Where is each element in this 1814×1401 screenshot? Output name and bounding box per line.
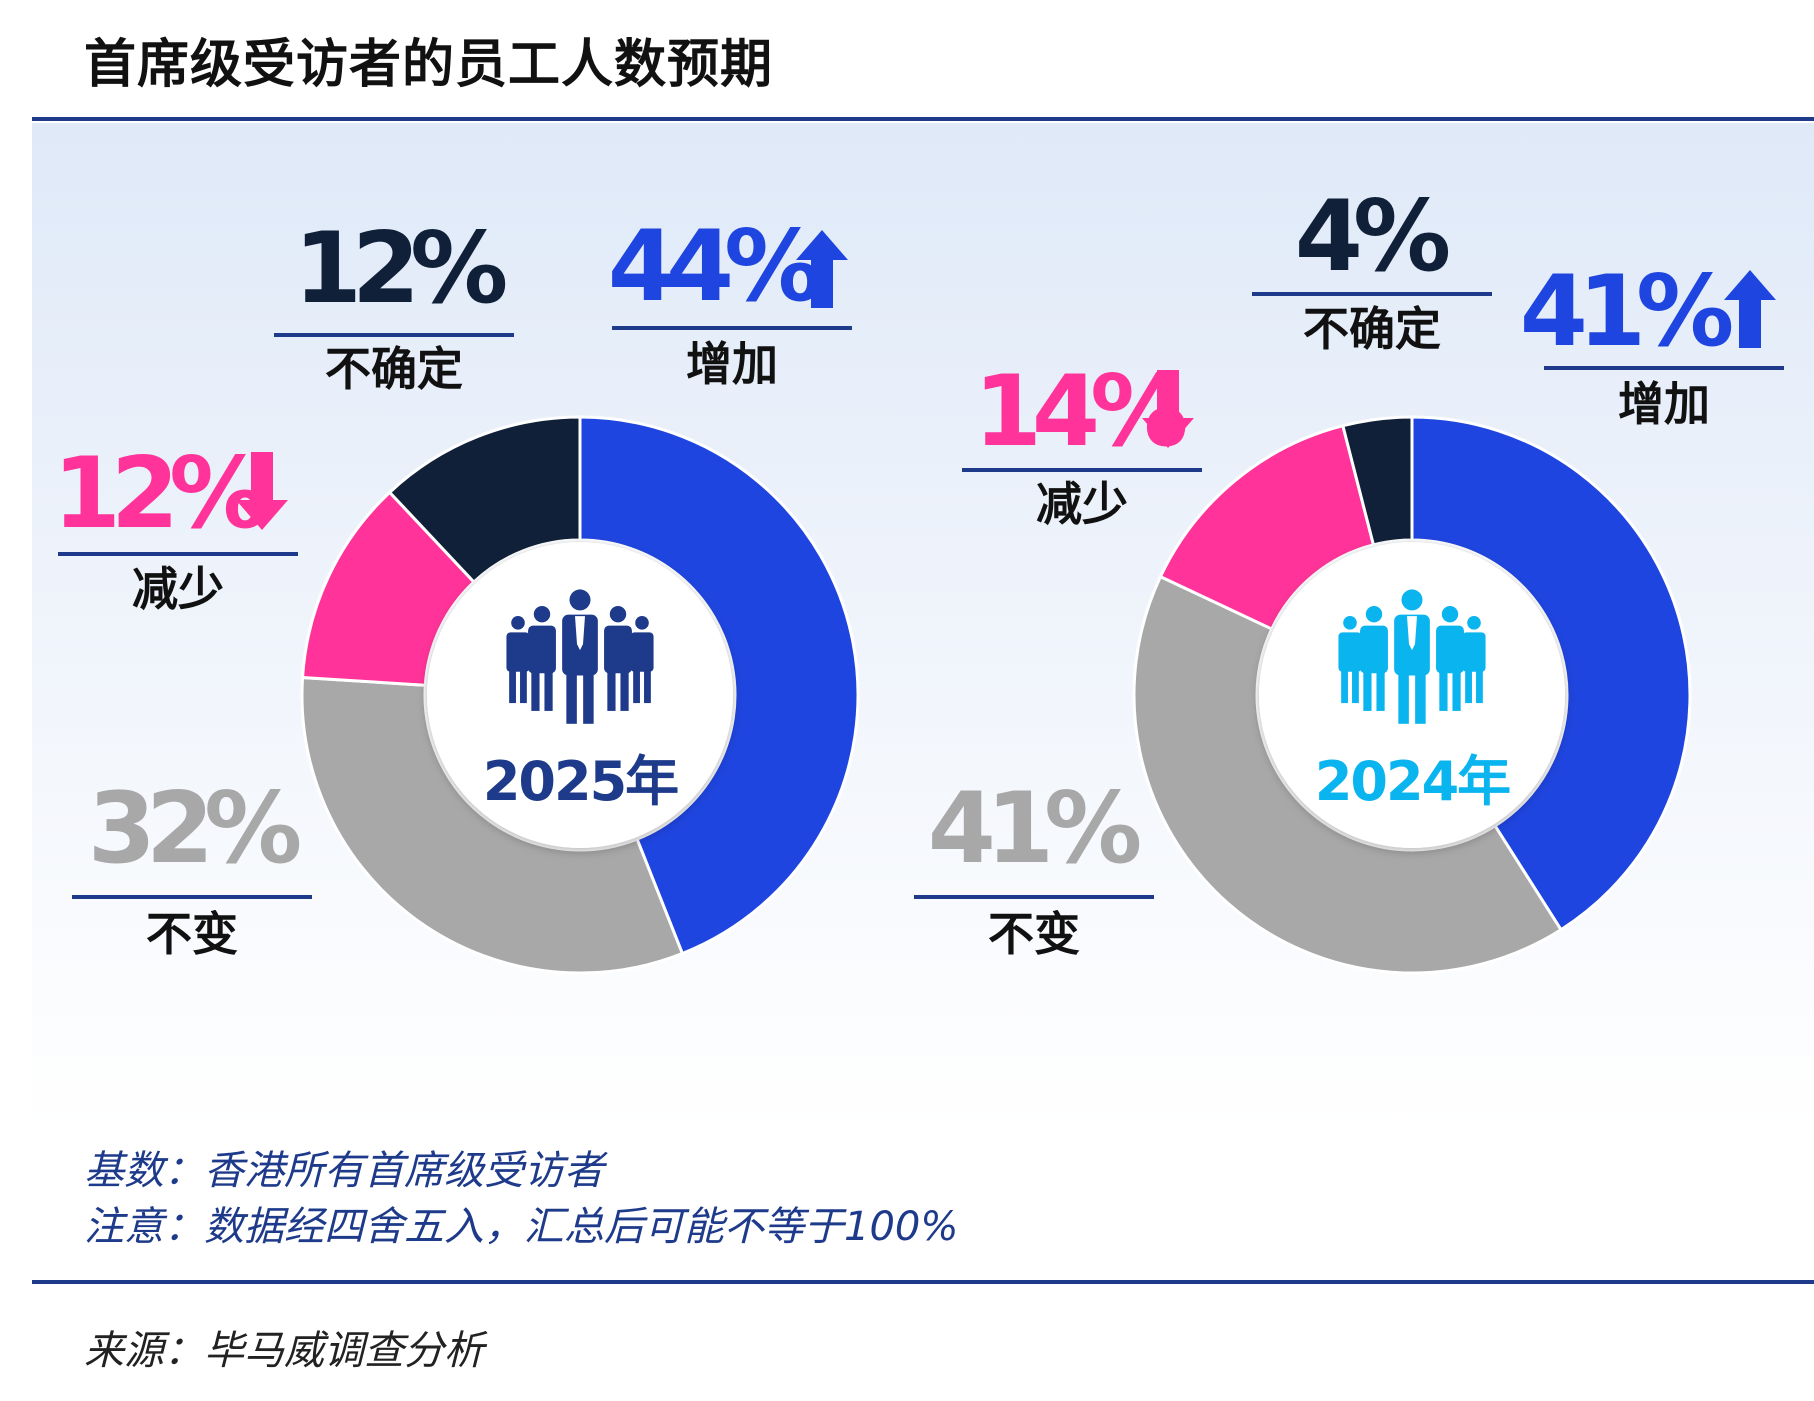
- data-label-value: 12%: [53, 437, 265, 551]
- person-leg: [1398, 671, 1409, 724]
- person-head: [1441, 605, 1459, 623]
- label-underline: [274, 333, 514, 337]
- person-body: [1462, 632, 1486, 672]
- person-body: [528, 625, 556, 674]
- base-note: 基数：香港所有首席级受访者: [84, 1148, 604, 1194]
- label-underline: [58, 552, 298, 556]
- person-leg: [1415, 671, 1426, 724]
- person-leg: [1465, 669, 1472, 704]
- person-leg: [1352, 669, 1359, 704]
- data-label-value: 14%: [974, 355, 1186, 469]
- person-leg: [633, 669, 640, 704]
- chart-title: 首席级受访者的员工人数预期: [84, 35, 774, 95]
- person-leg: [544, 669, 553, 711]
- arrow-down-icon: [1142, 370, 1194, 448]
- donut-slice: [1132, 574, 1564, 975]
- category-label: 不变: [146, 907, 238, 961]
- person-leg: [1439, 669, 1448, 711]
- top-divider: [32, 117, 1814, 121]
- person-leg: [1363, 669, 1372, 711]
- label-underline: [1252, 292, 1492, 296]
- person-leg: [644, 669, 651, 704]
- donut-slice: [1341, 415, 1414, 547]
- donut-slice: [1410, 415, 1692, 932]
- person-head: [1467, 616, 1481, 630]
- category-label: 减少: [1036, 477, 1128, 531]
- data-label-value: 44%: [608, 210, 820, 324]
- person-body: [1436, 625, 1464, 674]
- category-label: 减少: [132, 562, 224, 616]
- label-underline: [962, 468, 1202, 472]
- tie: [575, 616, 585, 651]
- person-body: [1360, 625, 1388, 674]
- label-underline: [612, 326, 852, 330]
- bottom-divider: [32, 1280, 1814, 1284]
- label-underline: [1544, 366, 1784, 370]
- donut-slice: [300, 675, 685, 975]
- arrow-up-icon: [1724, 270, 1776, 348]
- data-label-value: 41%: [1520, 255, 1732, 369]
- category-label: 增加: [686, 337, 778, 391]
- person-body: [506, 632, 530, 672]
- source-note: 来源：毕马威调查分析: [84, 1328, 484, 1374]
- person-leg: [1452, 669, 1461, 711]
- person-head: [533, 605, 551, 623]
- person-leg: [531, 669, 540, 711]
- arrow-up-icon: [796, 230, 848, 308]
- tie: [1407, 616, 1417, 651]
- data-label-value: 32%: [88, 772, 300, 886]
- person-head: [1365, 605, 1383, 623]
- category-label: 不变: [988, 907, 1080, 961]
- donut-center: [427, 542, 733, 848]
- people-icon: [1338, 589, 1486, 724]
- person-head: [609, 605, 627, 623]
- person-leg: [1476, 669, 1483, 704]
- rounding-note: 注意：数据经四舍五入，汇总后可能不等于100%: [84, 1204, 959, 1250]
- donut-chart-1: 2024年 41% 增加 41% 不变 14% 减少 4% 不确定: [914, 180, 1784, 975]
- person-leg: [607, 669, 616, 711]
- label-underline: [72, 895, 312, 899]
- person-leg: [583, 671, 594, 724]
- person-body: [1338, 632, 1362, 672]
- person-head: [511, 616, 525, 630]
- person-leg: [1376, 669, 1385, 711]
- data-label-value: 41%: [928, 772, 1140, 886]
- category-label: 增加: [1618, 377, 1710, 431]
- notes-block: 基数：香港所有首席级受访者 注意：数据经四舍五入，汇总后可能不等于100%: [84, 1143, 958, 1255]
- person-leg: [1341, 669, 1348, 704]
- label-underline: [914, 895, 1154, 899]
- year-label: 2025年: [483, 750, 678, 813]
- person-body: [604, 625, 632, 674]
- donut-slice: [387, 415, 582, 585]
- arrow-down-icon: [236, 452, 288, 530]
- person-head: [1401, 589, 1423, 611]
- category-label: 不确定: [1303, 302, 1441, 356]
- person-body: [630, 632, 654, 672]
- person-leg: [620, 669, 629, 711]
- person-head: [635, 616, 649, 630]
- person-head: [569, 589, 591, 611]
- person-leg: [509, 669, 516, 704]
- people-icon: [506, 589, 654, 724]
- person-head: [1343, 616, 1357, 630]
- category-label: 不确定: [325, 342, 463, 396]
- donut-center: [1259, 542, 1565, 848]
- year-label: 2024年: [1315, 750, 1510, 813]
- data-label-value: 4%: [1295, 180, 1449, 294]
- donut-chart-0: 2025年 44% 增加 32% 不变 12% 减少 12% 不确定: [53, 210, 860, 975]
- person-leg: [566, 671, 577, 724]
- data-label-value: 12%: [294, 212, 506, 326]
- person-leg: [520, 669, 527, 704]
- donut-slice: [578, 415, 860, 956]
